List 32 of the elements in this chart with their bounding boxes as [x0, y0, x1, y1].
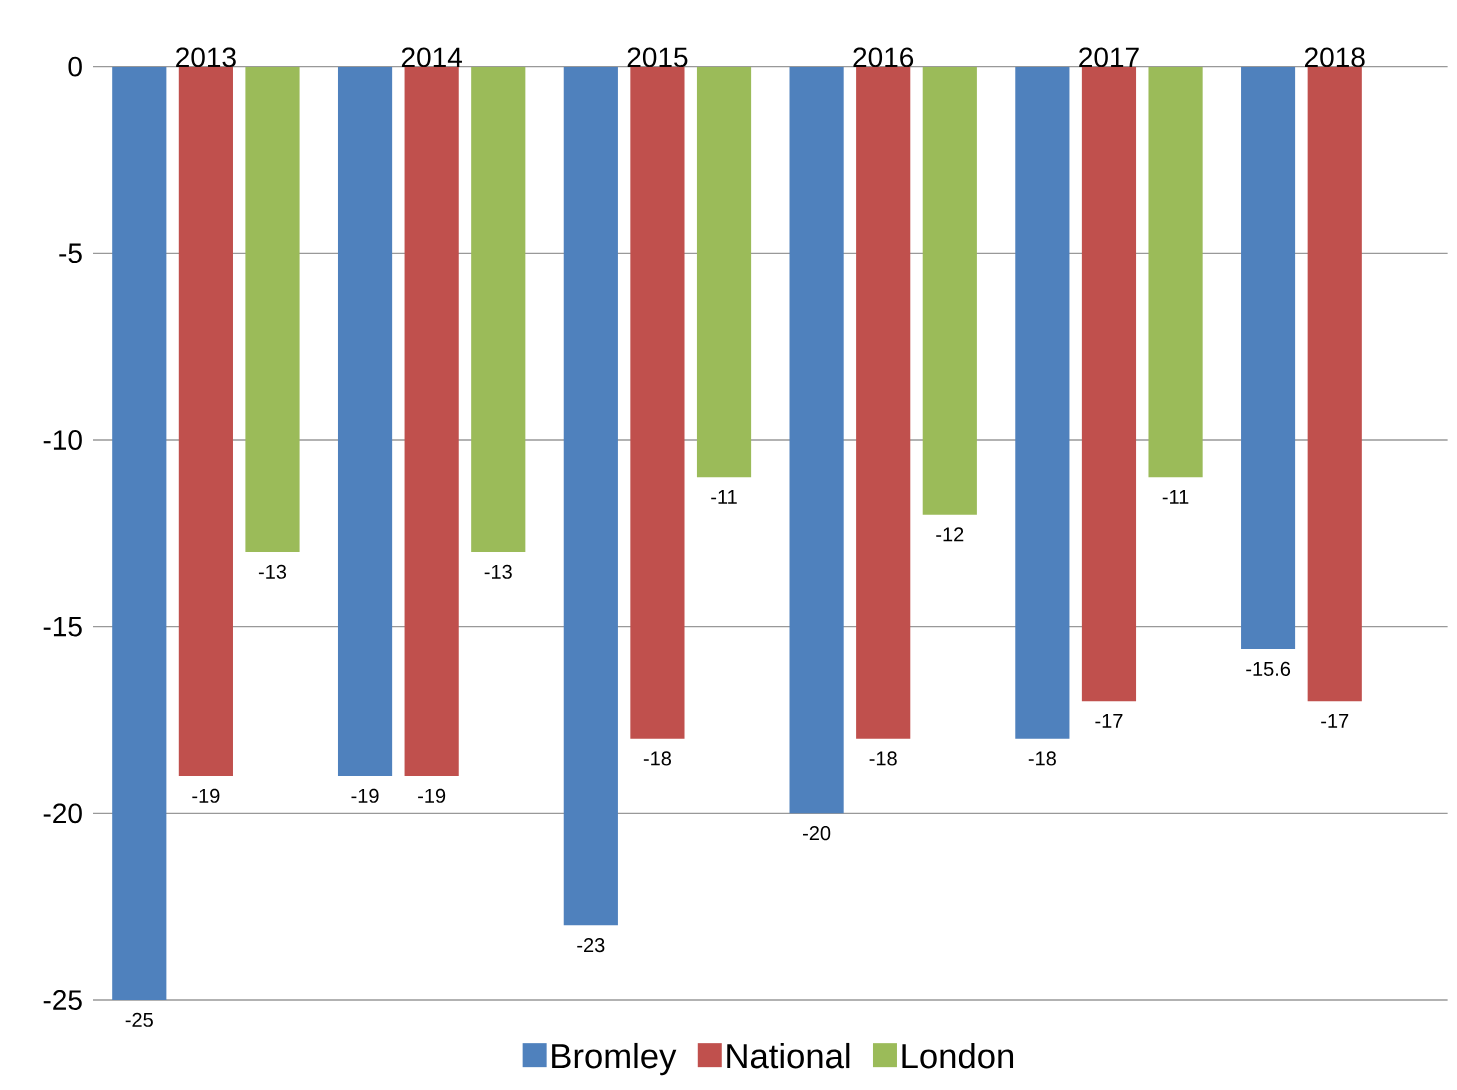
legend-label: London — [902, 1042, 1014, 1069]
data-label: -23 — [577, 938, 605, 953]
y-tick-label: -20 — [43, 803, 82, 824]
data-label: -15.6 — [1246, 661, 1291, 676]
data-label: -13 — [258, 564, 287, 579]
y-tick-label: -25 — [43, 990, 82, 1010]
data-label: -18 — [643, 751, 671, 766]
x-tick-label: 2015 — [627, 47, 688, 68]
data-label: -17 — [1321, 714, 1349, 728]
y-tick-label: -5 — [59, 243, 82, 264]
y-tick-label: -15 — [43, 616, 82, 637]
data-label: -19 — [192, 788, 220, 803]
y-tick-label: -10 — [43, 430, 82, 450]
data-label: -19 — [351, 788, 379, 803]
x-tick-label: 2017 — [1079, 47, 1139, 68]
data-label: -20 — [803, 826, 831, 841]
x-tick-label: 2014 — [401, 47, 462, 68]
data-label: -25 — [125, 1012, 153, 1027]
data-label: -12 — [936, 527, 964, 542]
legend-label: Bromley — [552, 1042, 677, 1076]
x-tick-label: 2018 — [1305, 47, 1365, 68]
data-label: -18 — [1028, 751, 1056, 766]
data-label: -18 — [869, 751, 897, 766]
data-label: -19 — [418, 788, 446, 803]
data-label: -13 — [484, 564, 512, 579]
data-label: -11 — [711, 490, 737, 504]
y-tick-label: 0 — [68, 56, 82, 77]
data-label: -11 — [1162, 490, 1189, 504]
x-tick-label: 2013 — [176, 47, 236, 68]
legend-label: National — [727, 1042, 850, 1069]
x-tick-label: 2016 — [853, 47, 914, 68]
data-label: -17 — [1095, 714, 1123, 728]
